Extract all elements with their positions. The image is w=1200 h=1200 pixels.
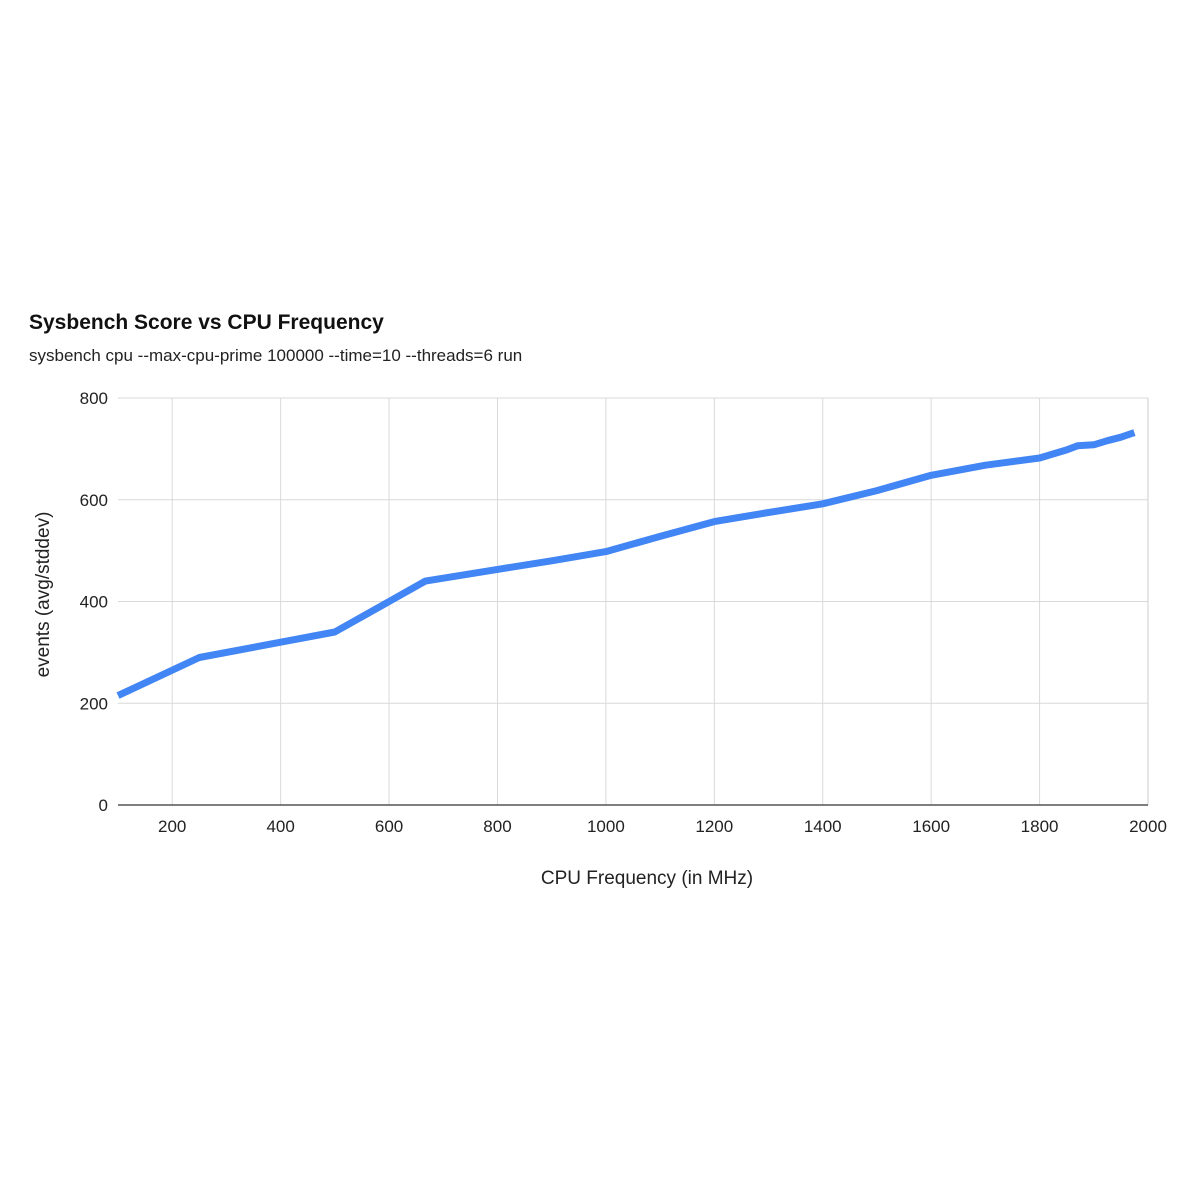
x-axis-label: CPU Frequency (in MHz) [541,868,753,889]
series-line-1 [116,429,1136,699]
chart-subtitle: sysbench cpu --max-cpu-prime 100000 --ti… [29,346,523,365]
series-layer [116,429,1136,699]
x-tick-label: 2000 [1129,817,1167,836]
tick-labels: 200 400 600 800 1000 1200 1400 1600 1800 2000 0 200… [80,389,1167,836]
x-tick-label: 1000 [587,817,625,836]
x-tick-label: 800 [483,817,511,836]
y-tick-label: 400 [80,593,108,612]
y-tick-label: 200 [80,694,108,713]
x-tick-label: 400 [266,817,294,836]
chart-title: Sysbench Score vs CPU Frequency [29,311,384,334]
x-tick-label: 1400 [804,817,842,836]
x-tick-label: 600 [375,817,403,836]
y-tick-label: 0 [99,796,108,815]
y-axis-label: events (avg/stddev) [33,512,54,678]
x-tick-label: 200 [158,817,186,836]
x-tick-label: 1800 [1021,817,1059,836]
grid [118,397,1149,805]
y-tick-label: 800 [80,389,108,408]
x-tick-label: 1600 [912,817,950,836]
x-tick-label: 1200 [695,817,733,836]
y-tick-label: 600 [80,491,108,510]
